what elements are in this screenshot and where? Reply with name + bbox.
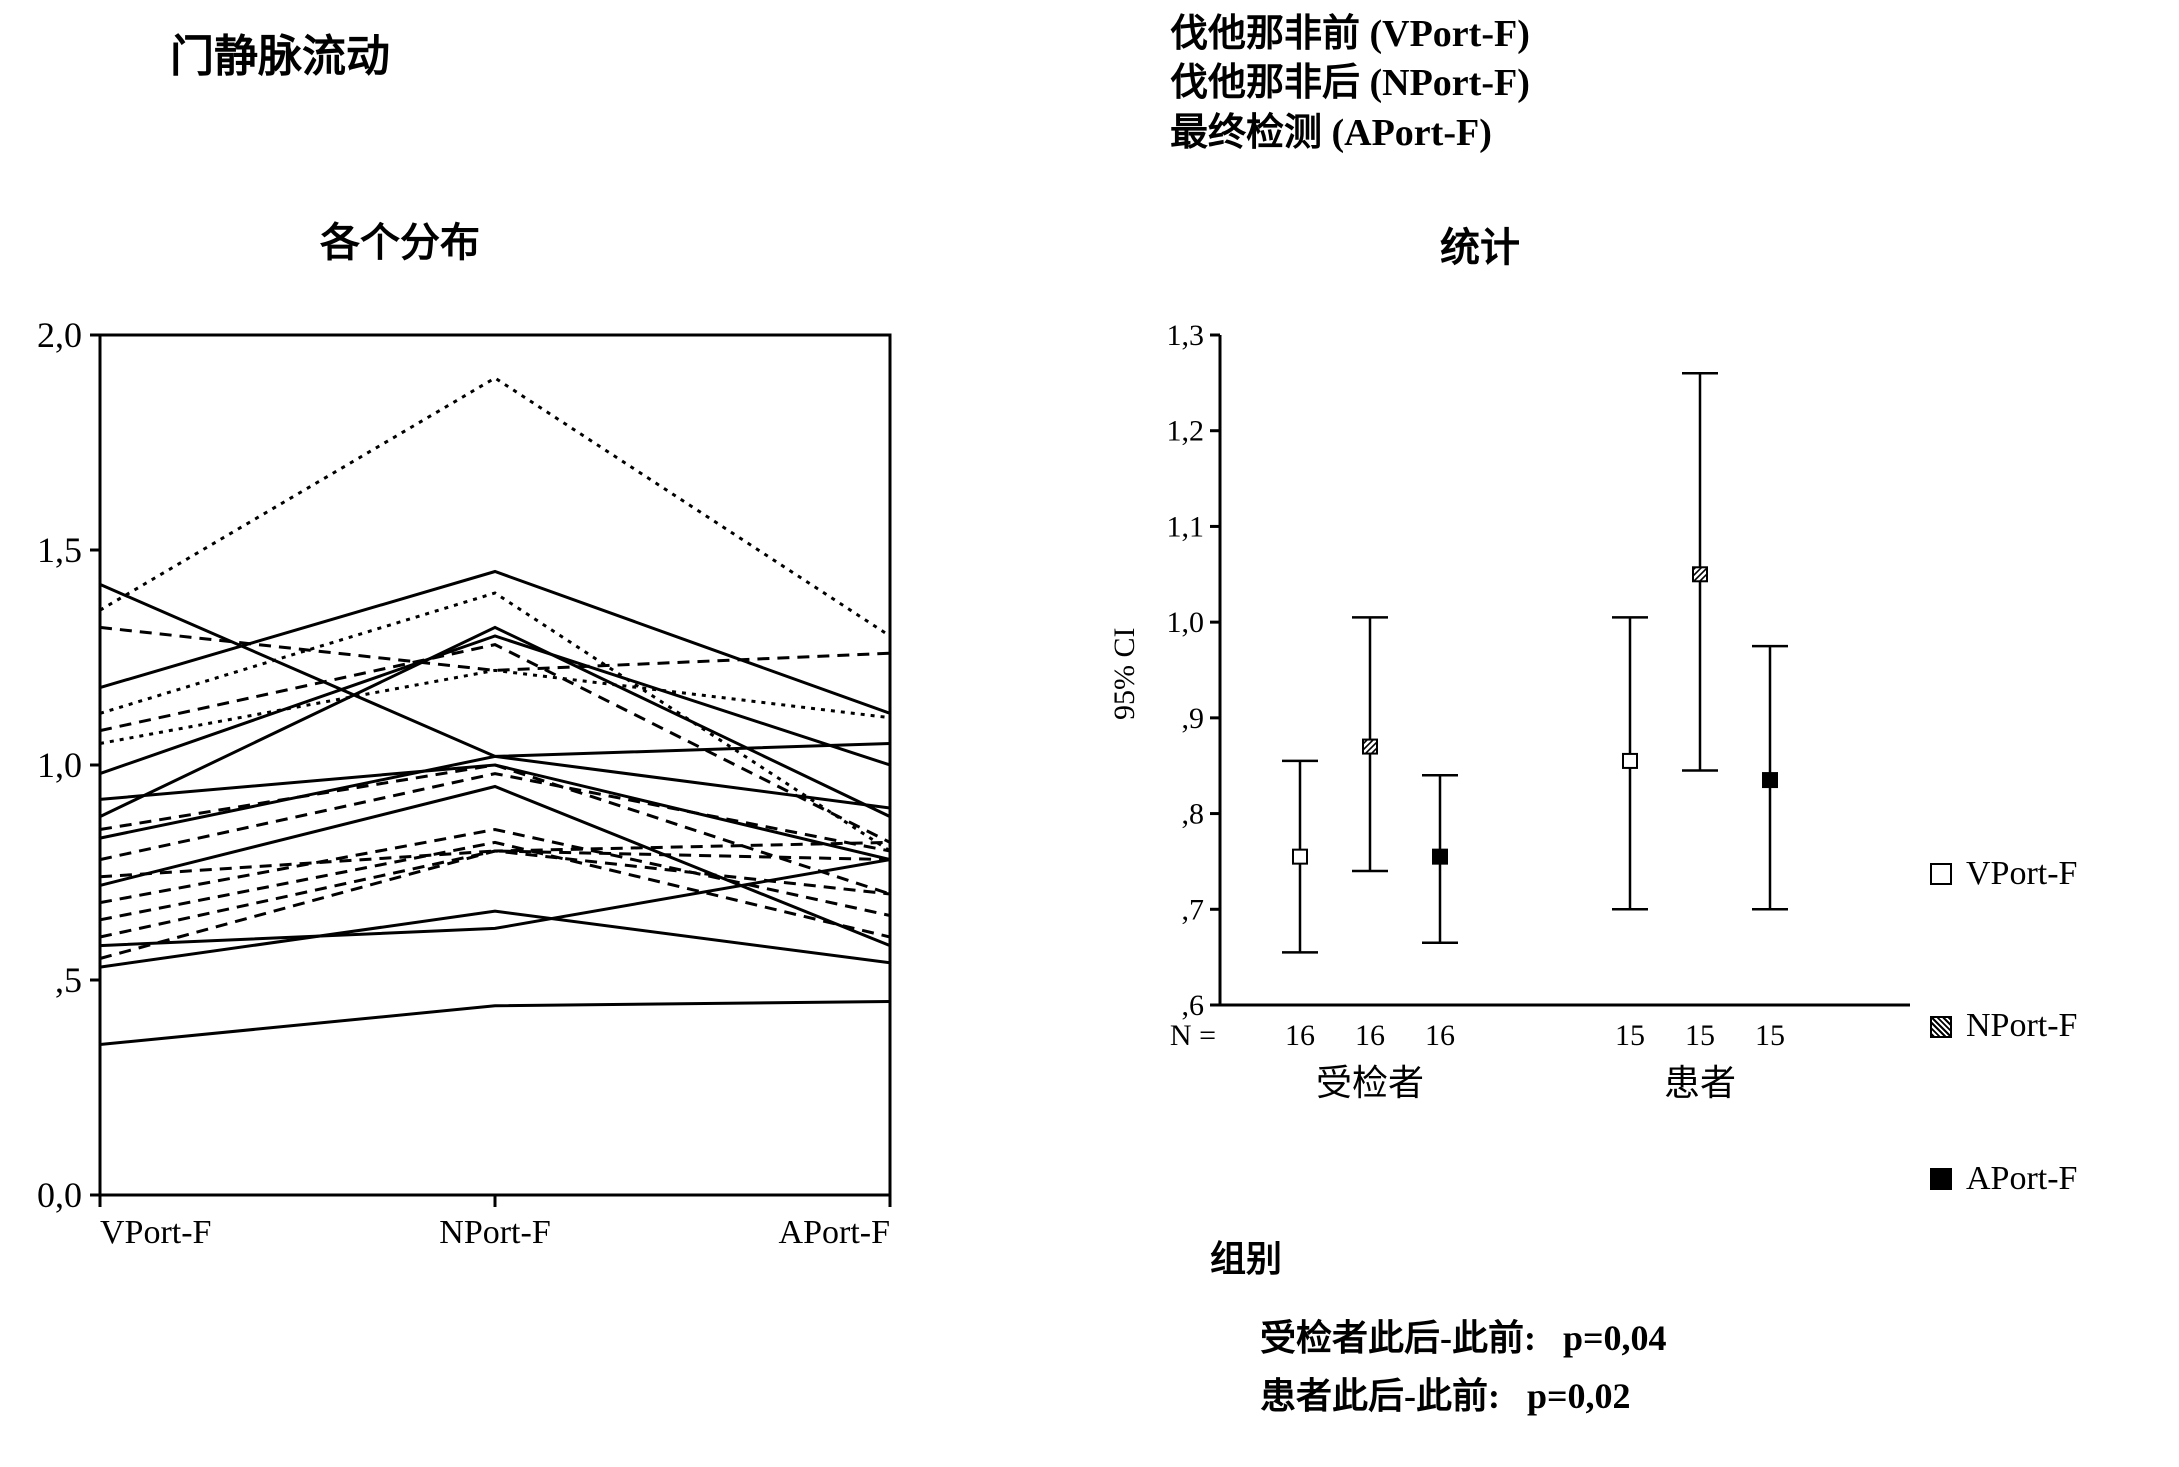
- svg-text:,6: ,6: [1182, 989, 1205, 1022]
- main-title-left: 门静脉流动: [170, 20, 390, 84]
- svg-text:15: 15: [1615, 1019, 1645, 1052]
- legend-item-nport: NPort-F: [1930, 982, 2077, 1070]
- top-legend-block: 伐他那非前 (VPort-F) 伐他那非后 (NPort-F) 最终检测 (AP…: [1170, 10, 1530, 158]
- legend-line-nport: 伐他那非后 (NPort-F): [1170, 59, 1530, 108]
- legend-label-aport: APort-F: [1966, 1135, 2077, 1223]
- svg-text:16: 16: [1285, 1019, 1315, 1052]
- svg-text:1,2: 1,2: [1167, 415, 1205, 448]
- legend-label-nport: NPort-F: [1966, 982, 2077, 1070]
- stats-row-2: 患者此后-此前: p=0,02: [1260, 1368, 1667, 1426]
- legend-line-vport: 伐他那非前 (VPort-F): [1170, 10, 1530, 59]
- left-line-chart: 0,0 ,5 1,0 1,5 2,0 VPort-F NPort-F APort-F: [20, 315, 920, 1275]
- legend-marker-solid: [1930, 1168, 1952, 1190]
- svg-text:NPort-F: NPort-F: [439, 1214, 550, 1251]
- stats-row2-label: 患者此后-此前:: [1260, 1376, 1500, 1416]
- svg-text:APort-F: APort-F: [779, 1214, 890, 1251]
- stats-block: 受检者此后-此前: p=0,04 患者此后-此前: p=0,02: [1260, 1310, 1667, 1425]
- svg-text:受检者: 受检者: [1316, 1063, 1424, 1103]
- stats-row1-label: 受检者此后-此前:: [1260, 1318, 1536, 1358]
- legend-item-vport: VPort-F: [1930, 830, 2077, 918]
- group-axis-label: 组别: [1210, 1230, 1282, 1282]
- page-root: 门静脉流动 伐他那非前 (VPort-F) 伐他那非后 (NPort-F) 最终…: [0, 0, 2179, 1467]
- subtitle-right: 统计: [1440, 215, 1520, 273]
- stats-row-1: 受检者此后-此前: p=0,04: [1260, 1310, 1667, 1368]
- svg-text:,9: ,9: [1182, 702, 1205, 735]
- svg-text:1,0: 1,0: [1167, 606, 1205, 639]
- svg-text:0,0: 0,0: [37, 1175, 82, 1215]
- svg-text:15: 15: [1755, 1019, 1785, 1052]
- legend-label-vport: VPort-F: [1966, 830, 2077, 918]
- svg-text:1,0: 1,0: [37, 745, 82, 785]
- svg-text:,8: ,8: [1182, 798, 1205, 831]
- svg-text:患者: 患者: [1664, 1063, 1736, 1103]
- legend-line-aport: 最终检测 (APort-F): [1170, 109, 1530, 158]
- svg-text:1,3: 1,3: [1167, 325, 1205, 352]
- svg-text:N =: N =: [1170, 1019, 1216, 1052]
- stats-row1-val: p=0,04: [1563, 1318, 1667, 1358]
- stats-row2-val: p=0,02: [1527, 1376, 1631, 1416]
- svg-text:16: 16: [1355, 1019, 1385, 1052]
- svg-text:1,1: 1,1: [1167, 510, 1205, 543]
- y-axis-label: 95% CI: [1108, 628, 1142, 721]
- subtitle-left: 各个分布: [320, 210, 480, 268]
- right-errorbar-chart: ,6,7,8,91,01,11,21,3N =161616受检者151515患者: [1140, 325, 2040, 1185]
- svg-text:15: 15: [1685, 1019, 1715, 1052]
- legend-marker-hatch: [1930, 1016, 1952, 1038]
- svg-text:1,5: 1,5: [37, 530, 82, 570]
- legend-item-aport: APort-F: [1930, 1135, 2077, 1223]
- svg-text:2,0: 2,0: [37, 315, 82, 355]
- right-legend: VPort-F NPort-F APort-F: [1930, 830, 2077, 1287]
- svg-text:,5: ,5: [55, 960, 82, 1000]
- svg-text:16: 16: [1425, 1019, 1455, 1052]
- svg-text:,7: ,7: [1182, 893, 1205, 926]
- svg-text:VPort-F: VPort-F: [100, 1214, 211, 1251]
- legend-marker-open: [1930, 863, 1952, 885]
